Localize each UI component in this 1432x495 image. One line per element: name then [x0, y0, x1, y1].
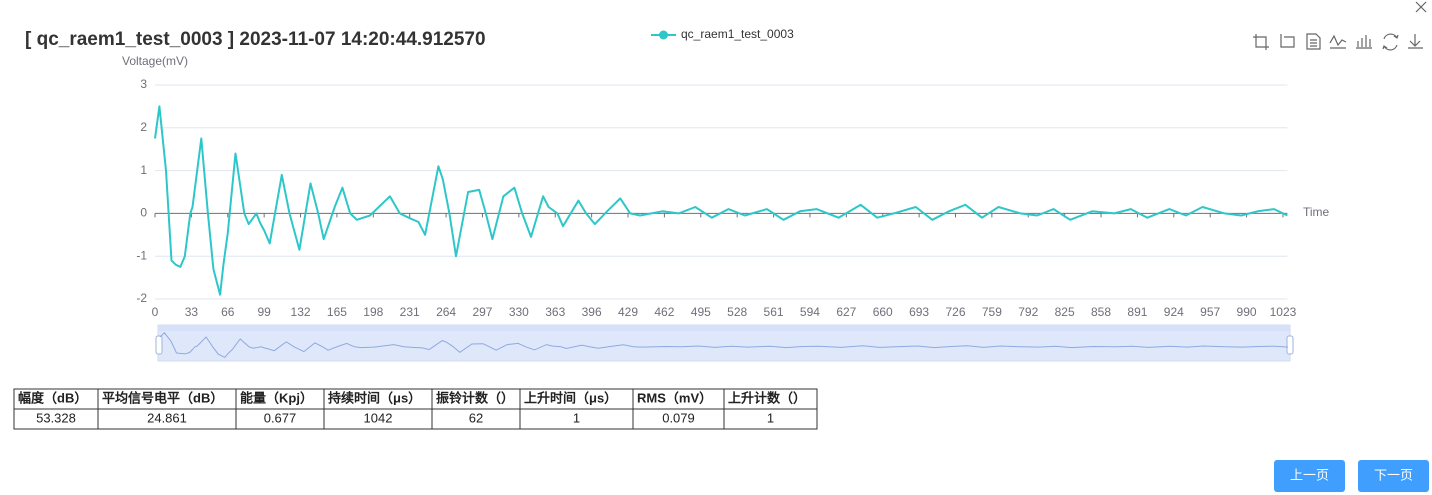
button-label: 下一页: [1374, 467, 1413, 482]
x-tick-label: 462: [654, 305, 674, 319]
bar-icon[interactable]: [1356, 35, 1372, 49]
chart-title: [ qc_raem1_test_0003 ] 2023-11-07 14:20:…: [25, 29, 486, 50]
save-icon[interactable]: [1408, 34, 1423, 49]
x-tick-label: 1023: [1270, 305, 1297, 319]
restore-icon[interactable]: [1382, 33, 1399, 51]
table-value: 1: [767, 410, 774, 425]
x-tick-label: 561: [764, 305, 784, 319]
x-tick-label: 594: [800, 305, 820, 319]
x-tick-label: 891: [1127, 305, 1147, 319]
y-tick-label: -1: [136, 248, 147, 262]
table-header: 平均信号电平（dB）: [102, 390, 223, 405]
table-value: 1: [573, 410, 580, 425]
y-tick-label: 2: [140, 120, 147, 134]
x-tick-label: 66: [221, 305, 235, 319]
x-tick-label: 429: [618, 305, 638, 319]
x-tick-label: 990: [1237, 305, 1257, 319]
table-value: 62: [469, 410, 483, 425]
table-header: 幅度（dB）: [18, 390, 87, 405]
y-tick-label: 0: [140, 206, 147, 220]
x-tick-label: 528: [727, 305, 747, 319]
button-bg: [1358, 460, 1429, 492]
legend-marker: [659, 30, 668, 40]
x-tick-label: 759: [982, 305, 1002, 319]
y-axis-label: Voltage(mV): [122, 54, 188, 68]
zoom-handle[interactable]: [1286, 335, 1294, 355]
x-tick-label: 957: [1200, 305, 1220, 319]
x-tick-label: 33: [185, 305, 199, 319]
x-tick-label: 495: [691, 305, 711, 319]
toolbox: [1253, 33, 1423, 51]
table-header: 持续时间（μs）: [328, 390, 421, 405]
legend-label: qc_raem1_test_0003: [681, 27, 794, 41]
data-zoom[interactable]: [155, 324, 1294, 362]
zoom-preview: [159, 332, 1289, 359]
legend[interactable]: qc_raem1_test_0003: [651, 27, 794, 41]
series-line: [154, 105, 1288, 296]
table-header: 能量（Kpj）: [240, 390, 313, 405]
x-tick-label: 792: [1018, 305, 1038, 319]
button-label: 上一页: [1290, 467, 1329, 482]
x-tick-label: 726: [945, 305, 965, 319]
y-tick-label: 1: [140, 163, 147, 177]
x-tick-label: 660: [873, 305, 893, 319]
table-value: 1042: [364, 410, 393, 425]
x-tick-label: 297: [472, 305, 492, 319]
x-tick-label: 627: [836, 305, 856, 319]
table-value: 53.328: [36, 410, 76, 425]
close-icon[interactable]: [1415, 1, 1427, 13]
x-tick-label: 264: [436, 305, 456, 319]
table-header: RMS（mV）: [637, 390, 712, 405]
x-axis-label: Time: [1303, 205, 1330, 219]
table-cell: [723, 408, 818, 430]
x-tick-label: 0: [152, 305, 159, 319]
line-icon[interactable]: [1329, 34, 1347, 49]
data-view-icon[interactable]: [1306, 33, 1321, 50]
pager: 上一页 下一页: [1274, 460, 1429, 492]
x-tick-label: 825: [1055, 305, 1075, 319]
x-tick-label: 858: [1091, 305, 1111, 319]
y-tick-label: -2: [136, 291, 147, 305]
page-button[interactable]: 上一页: [1274, 460, 1345, 492]
table-header: 振铃计数（）: [436, 390, 514, 405]
x-tick-label: 198: [363, 305, 383, 319]
x-tick-label: 231: [400, 305, 420, 319]
table-header: 上升时间（μs）: [524, 390, 617, 405]
zoom-handle[interactable]: [155, 335, 163, 355]
table-value: 24.861: [147, 410, 187, 425]
table-header: 上升计数（）: [728, 390, 806, 405]
table-value: 0.079: [662, 410, 695, 425]
x-tick-label: 363: [545, 305, 565, 319]
zoom-reset-icon[interactable]: [1280, 34, 1295, 48]
x-tick-label: 99: [257, 305, 271, 319]
x-tick-label: 396: [582, 305, 602, 319]
button-bg: [1274, 460, 1345, 492]
x-tick-label: 924: [1164, 305, 1184, 319]
stats-table: 幅度（dB） 平均信号电平（dB） 能量（Kpj） 持续时间（μs） 振铃计数（） 上升时…: [13, 388, 818, 430]
page-button[interactable]: 下一页: [1358, 460, 1429, 492]
y-tick-label: 3: [140, 77, 147, 91]
x-tick-label: 330: [509, 305, 529, 319]
x-tick-label: 693: [909, 305, 929, 319]
x-tick-label: 132: [291, 305, 311, 319]
table-value: 0.677: [264, 410, 297, 425]
zoom-icon[interactable]: [1253, 34, 1269, 50]
zoom-bar: [158, 325, 1290, 331]
x-tick-label: 165: [327, 305, 347, 319]
